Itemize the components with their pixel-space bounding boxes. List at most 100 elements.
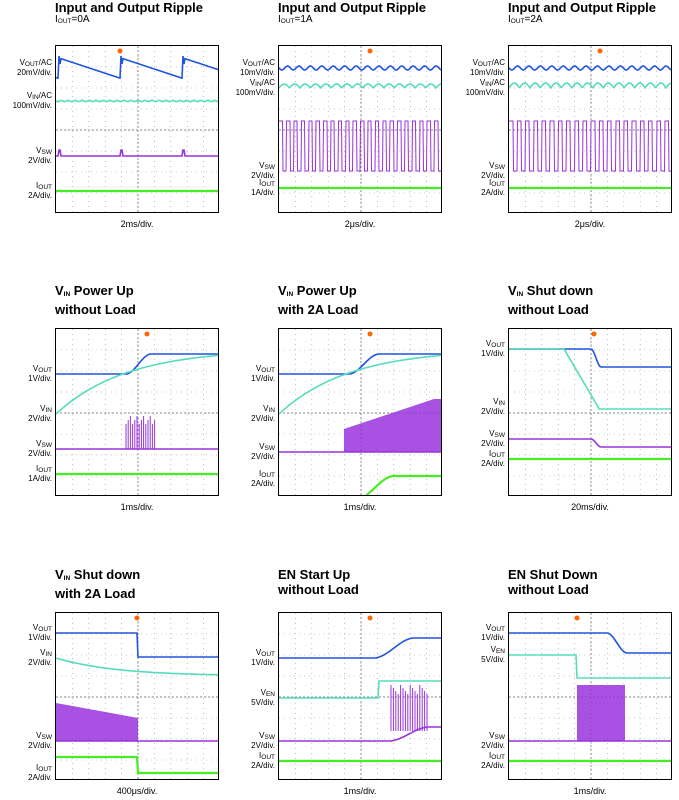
panel-title: EN Start Up without Load xyxy=(278,567,359,597)
panel-title: VIN Power Up with 2A Load xyxy=(278,283,358,317)
trace-label: VSW 2V/div. xyxy=(251,162,275,180)
trace-subscript: SW xyxy=(41,149,52,156)
trace-subscript: SW xyxy=(494,734,505,741)
trace-name: VOUT/AC xyxy=(240,59,275,69)
timebase-label: 1ms/div. xyxy=(278,786,442,796)
trace-symbol: I xyxy=(489,178,492,187)
trace-scale: 2V/div. xyxy=(251,453,275,461)
trace-subscript: SW xyxy=(264,445,275,452)
trace-label: VSW 2V/div. xyxy=(28,147,52,165)
panel-title: VIN Shut down with 2A Load xyxy=(55,567,140,601)
trace-scale-text: 2V/div. xyxy=(28,658,52,667)
trace-symbol: V xyxy=(32,623,39,632)
trace-subscript: OUT xyxy=(261,472,275,479)
trace-subscript: OUT xyxy=(24,61,39,68)
trace-suffix: /AC xyxy=(261,78,275,87)
timebase-label: 1ms/div. xyxy=(278,502,442,512)
trace-subscript: IN xyxy=(45,407,53,414)
trace-scale-text: 2V/div. xyxy=(28,449,52,458)
title-symbol: V xyxy=(278,283,287,298)
title-text: EN Start Up xyxy=(278,567,351,582)
trace-label: VEN 5V/div. xyxy=(481,646,505,664)
trace-label: IOUT 2A/div. xyxy=(251,752,275,770)
trigger-marker xyxy=(597,48,603,54)
trace-subscript: OUT xyxy=(38,184,52,191)
trace-scale-text: 2V/div. xyxy=(28,414,52,423)
trace-scale-text: 20mV/div. xyxy=(17,68,52,77)
timebase-label: 1ms/div. xyxy=(508,786,672,796)
scope-plot xyxy=(279,613,441,779)
trace-symbol: V xyxy=(32,364,39,373)
trace-scale-text: 2V/div. xyxy=(251,741,275,750)
trace-label: IOUT 2A/div. xyxy=(28,764,52,782)
panel-title: Input and Output Ripple xyxy=(278,0,426,15)
trace-subscript: IN xyxy=(485,81,492,88)
trace-label: VSW 2V/div. xyxy=(28,732,52,750)
scope-screen xyxy=(278,45,442,213)
title-rest: Shut down xyxy=(70,567,141,582)
load-condition: IOUT=0A xyxy=(55,14,90,25)
trace-symbol: V xyxy=(260,688,266,697)
trace-symbol: V xyxy=(489,731,495,740)
trace-label: VSW 2V/div. xyxy=(251,732,275,750)
title-line2: without Load xyxy=(508,302,593,317)
title-line1: Input and Output Ripple xyxy=(55,0,203,15)
trace-label: IOUT 2A/div. xyxy=(481,752,505,770)
title-line2: without Load xyxy=(508,582,598,597)
trace-scale: 1V/div. xyxy=(481,350,505,358)
trace-label: VOUT 1V/div. xyxy=(28,365,52,383)
vout-trace xyxy=(56,632,218,658)
title-subscript: IN xyxy=(63,291,71,298)
trace-scale-text: 2V/div. xyxy=(481,171,505,180)
trace-label: VIN 2V/div. xyxy=(28,649,52,667)
trace-symbol: V xyxy=(490,645,496,654)
trace-name: IOUT xyxy=(28,764,52,774)
trace-symbol: I xyxy=(36,464,39,473)
trace-name: VSW xyxy=(28,147,52,157)
trace-scale-text: 2V/div. xyxy=(251,414,275,423)
trace-subscript: OUT xyxy=(38,367,52,374)
timebase-text: 2μs/div. xyxy=(344,219,376,229)
trace-scale: 2A/div. xyxy=(251,762,275,770)
title-text: Input and Output Ripple xyxy=(508,0,657,15)
trace-scale: 1V/div. xyxy=(251,375,275,383)
trace-label: VOUT/AC 20mV/div. xyxy=(17,59,52,77)
trace-scale: 2V/div. xyxy=(28,415,52,423)
trace-name: VIN/AC xyxy=(13,92,52,102)
iout-trace xyxy=(364,474,441,495)
vin-trace xyxy=(509,82,671,90)
trace-scale-text: 2V/div. xyxy=(481,407,505,416)
title-subscript: IN xyxy=(516,291,524,298)
trace-symbol: V xyxy=(259,442,265,451)
load-condition: IOUT=2A xyxy=(508,14,543,25)
trace-name: VSW xyxy=(481,732,505,742)
trace-scale-text: 2V/div. xyxy=(28,156,52,165)
trace-scale: 10mV/div. xyxy=(470,69,505,77)
load-symbol: I xyxy=(278,14,281,25)
load-condition: IOUT=1A xyxy=(278,14,313,25)
title-text: EN Shut Down xyxy=(508,567,598,582)
trace-symbol: V xyxy=(485,623,492,632)
trace-symbol: V xyxy=(36,146,42,155)
trace-scale: 100mV/div. xyxy=(466,89,505,97)
load-subscript: OUT xyxy=(57,18,72,25)
trace-name: VEN xyxy=(251,689,275,699)
load-symbol: I xyxy=(55,14,58,25)
trace-scale-text: 1V/div. xyxy=(481,349,505,358)
trace-scale-text: 100mV/div. xyxy=(235,88,275,97)
trigger-marker xyxy=(117,48,123,54)
vin-trace xyxy=(56,657,218,676)
trace-name: IOUT xyxy=(251,470,275,480)
trace-label: VIN 2V/div. xyxy=(481,398,505,416)
trace-subscript: OUT xyxy=(261,367,275,374)
trace-name: IOUT xyxy=(481,450,505,460)
title-line1: VIN Shut down xyxy=(508,283,593,302)
trace-name: IOUT xyxy=(481,179,505,189)
trace-scale: 1V/div. xyxy=(28,375,52,383)
scope-plot xyxy=(509,46,671,212)
scope-plot xyxy=(279,329,441,495)
timebase-label: 2μs/div. xyxy=(508,219,672,229)
trace-scale-text: 2A/div. xyxy=(481,459,505,468)
iout-trace xyxy=(56,755,218,775)
trace-symbol: V xyxy=(472,58,478,67)
